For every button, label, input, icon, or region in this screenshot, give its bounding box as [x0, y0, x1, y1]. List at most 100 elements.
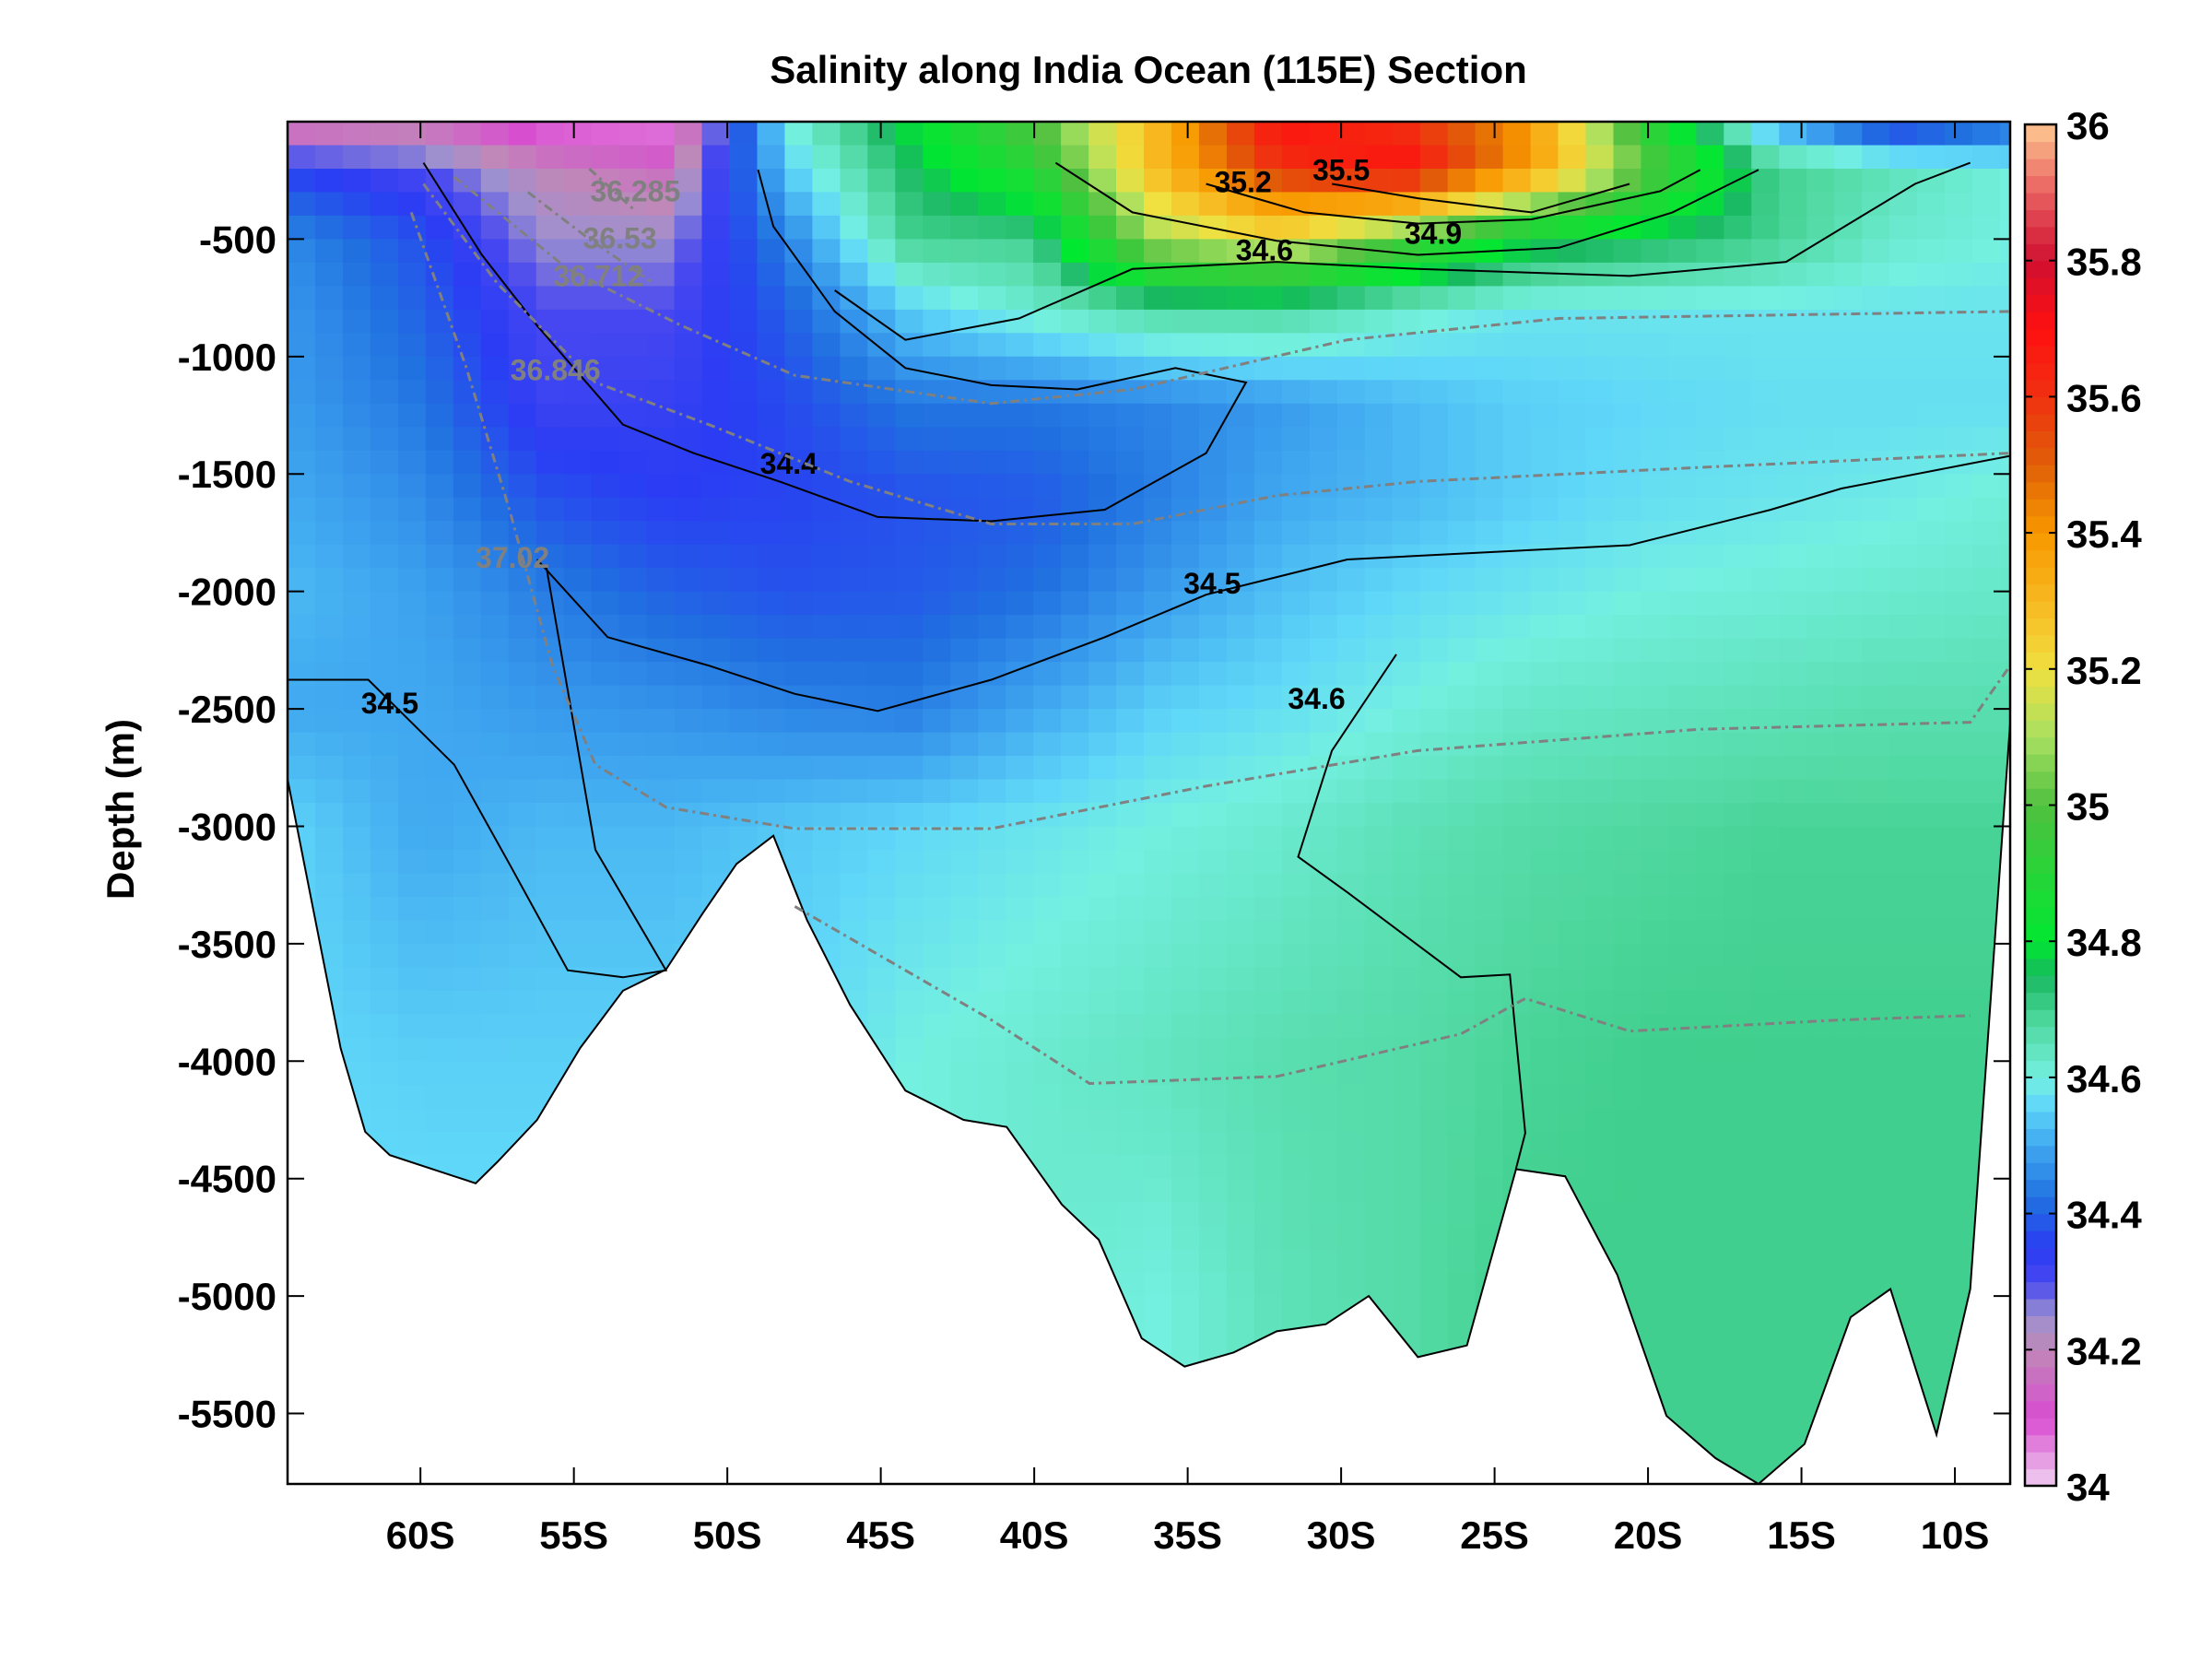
salinity-cell [1088, 1037, 1117, 1062]
salinity-cell [1253, 662, 1283, 687]
salinity-cell [1144, 662, 1172, 687]
salinity-cell [1668, 1272, 1697, 1297]
salinity-cell [1834, 403, 1863, 428]
salinity-cell [1945, 1108, 1973, 1133]
salinity-cell [1116, 1225, 1145, 1250]
salinity-cell [1806, 826, 1835, 851]
salinity-cell [370, 896, 399, 921]
salinity-cell [1724, 732, 1752, 757]
salinity-cell [1945, 262, 1973, 287]
salinity-cell [315, 403, 344, 428]
salinity-cell [729, 474, 759, 499]
salinity-cell [646, 497, 676, 522]
salinity-cell [591, 309, 620, 334]
salinity-cell [1392, 1061, 1421, 1086]
salinity-cell [1696, 1202, 1724, 1227]
salinity-cell [1061, 239, 1089, 264]
salinity-cell [1253, 1272, 1283, 1297]
salinity-cell [1392, 920, 1421, 945]
salinity-cell [618, 756, 648, 781]
salinity-cell [1972, 215, 2001, 240]
salinity-cell [1419, 920, 1449, 945]
salinity-cell [1061, 920, 1089, 945]
salinity-cell [618, 920, 648, 945]
salinity-cell [1419, 967, 1449, 992]
salinity-cell [1834, 356, 1863, 381]
salinity-cell [425, 239, 454, 264]
salinity-cell [1447, 732, 1477, 757]
salinity-cell [1696, 803, 1724, 828]
salinity-cell [1530, 756, 1559, 781]
salinity-cell [508, 1084, 537, 1109]
salinity-cell [978, 1084, 1006, 1109]
contour-line [1297, 653, 1526, 1170]
salinity-cell [1751, 1037, 1780, 1062]
salinity-cell [370, 568, 399, 593]
salinity-cell [315, 286, 344, 311]
salinity-cell [840, 732, 868, 757]
salinity-cell [895, 709, 924, 734]
salinity-cell [563, 779, 593, 804]
salinity-cell [674, 568, 703, 593]
salinity-cell [1862, 497, 1890, 522]
salinity-cell [867, 403, 896, 428]
salinity-cell [978, 685, 1006, 710]
salinity-cell [425, 1108, 454, 1133]
salinity-cell [1116, 1178, 1145, 1203]
salinity-cell [923, 873, 951, 898]
salinity-cell [1198, 1249, 1228, 1274]
salinity-cell [1751, 732, 1780, 757]
salinity-cell [1696, 1343, 1724, 1368]
salinity-cell [1171, 309, 1200, 334]
salinity-cell [646, 192, 676, 217]
salinity-cell [1668, 1155, 1697, 1180]
salinity-cell [1447, 896, 1477, 921]
salinity-cell [342, 568, 371, 593]
salinity-cell [1364, 756, 1394, 781]
salinity-cell [923, 403, 951, 428]
salinity-cell [1006, 1108, 1034, 1133]
salinity-cell [1585, 169, 1615, 194]
salinity-cell [1972, 356, 2001, 381]
salinity-cell [1558, 756, 1587, 781]
salinity-cell [867, 990, 896, 1015]
salinity-cell [1281, 356, 1311, 381]
salinity-cell [1585, 709, 1615, 734]
salinity-cell [1834, 709, 1863, 734]
salinity-cell [535, 215, 565, 240]
salinity-cell [1724, 1225, 1752, 1250]
salinity-cell [1502, 779, 1532, 804]
salinity-cell [840, 239, 868, 264]
salinity-cell [480, 403, 510, 428]
x-tick-label: 55S [539, 1513, 608, 1557]
salinity-cell [535, 403, 565, 428]
salinity-cell [1641, 568, 1669, 593]
contour-label: 34.5 [1183, 567, 1241, 600]
salinity-cell [1475, 1155, 1504, 1180]
salinity-cell [591, 920, 620, 945]
salinity-cell [1144, 1108, 1172, 1133]
salinity-cell [757, 309, 786, 334]
salinity-cell [1033, 239, 1062, 264]
salinity-cell [508, 474, 537, 499]
salinity-cell [867, 192, 896, 217]
salinity-cell [674, 662, 703, 687]
salinity-cell [701, 262, 731, 287]
salinity-cell [1724, 474, 1752, 499]
salinity-cell [1392, 685, 1421, 710]
salinity-cell [950, 356, 979, 381]
salinity-cell [1641, 309, 1669, 334]
salinity-cell [674, 803, 703, 828]
salinity-cell [1281, 309, 1311, 334]
salinity-cell [1171, 732, 1200, 757]
salinity-cell [508, 309, 537, 334]
salinity-cell [1558, 967, 1587, 992]
salinity-cell [1144, 1202, 1172, 1227]
salinity-cell [1475, 1108, 1504, 1133]
salinity-cell [978, 192, 1006, 217]
salinity-cell [1696, 1178, 1724, 1203]
salinity-cell [784, 309, 813, 334]
salinity-cell [1171, 756, 1200, 781]
salinity-cell [1972, 850, 2001, 875]
salinity-cell [1502, 943, 1532, 968]
